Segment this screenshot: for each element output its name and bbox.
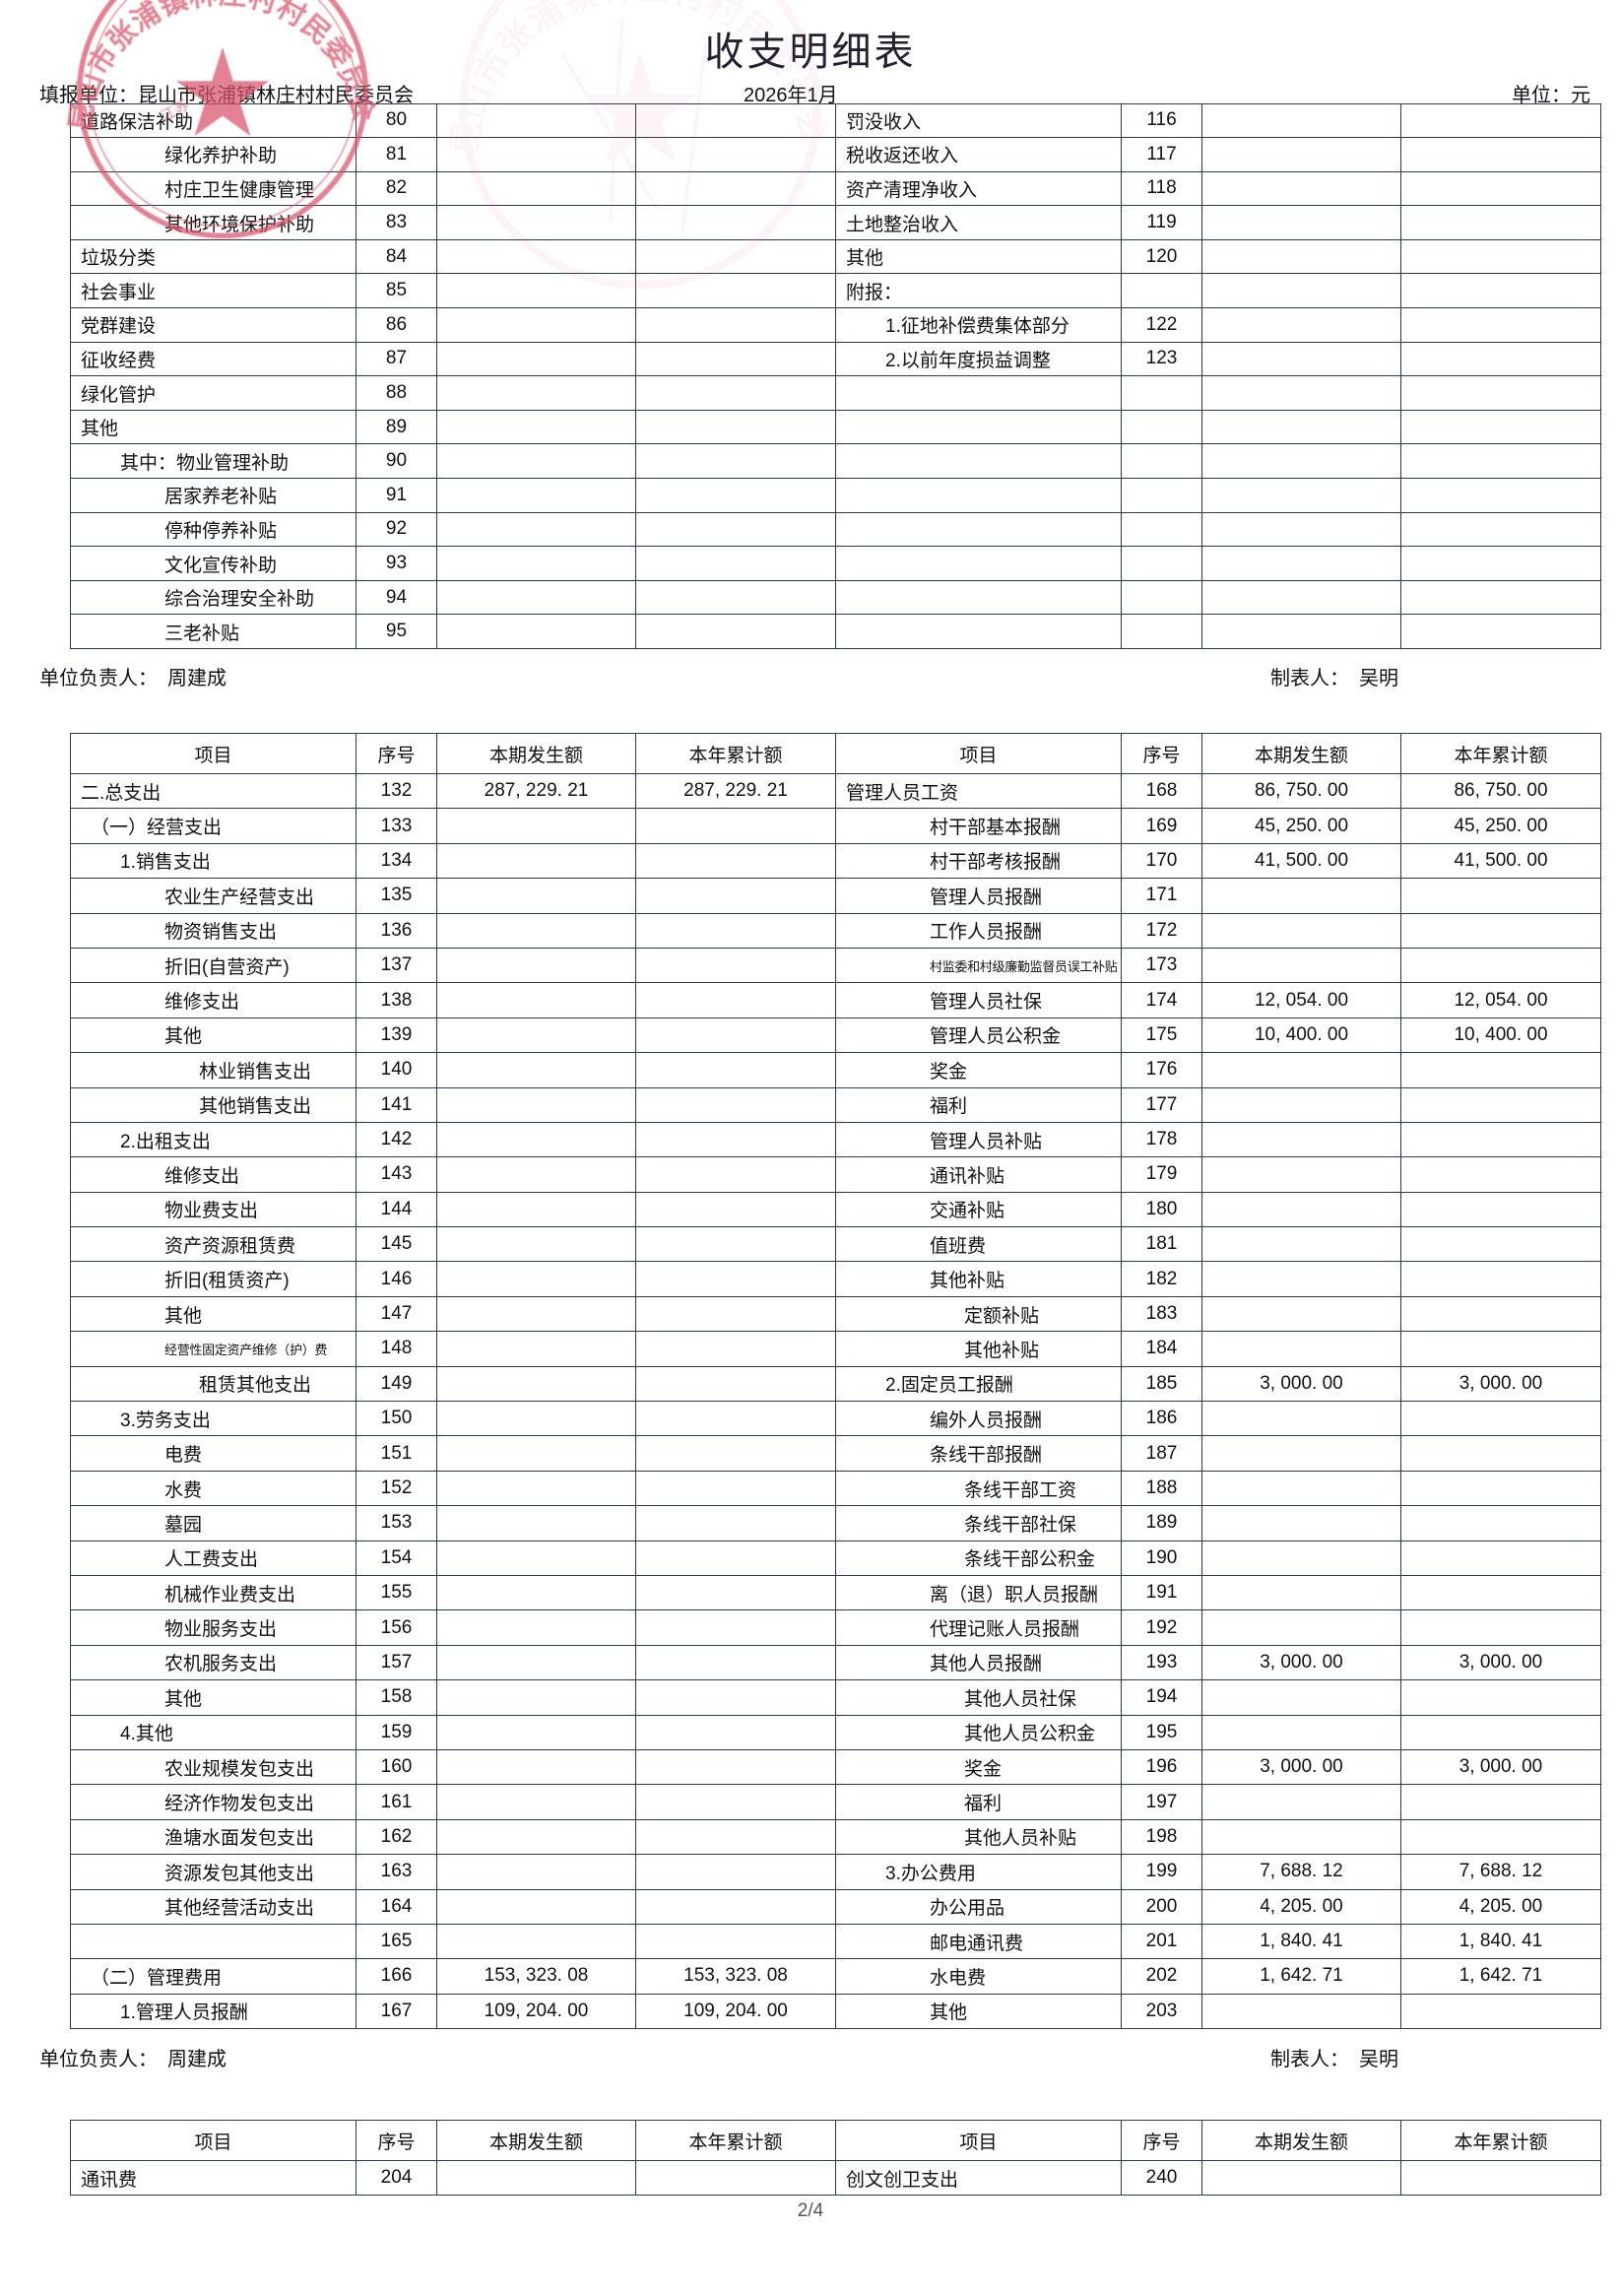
svg-text:江苏: 江苏 bbox=[159, 97, 192, 125]
